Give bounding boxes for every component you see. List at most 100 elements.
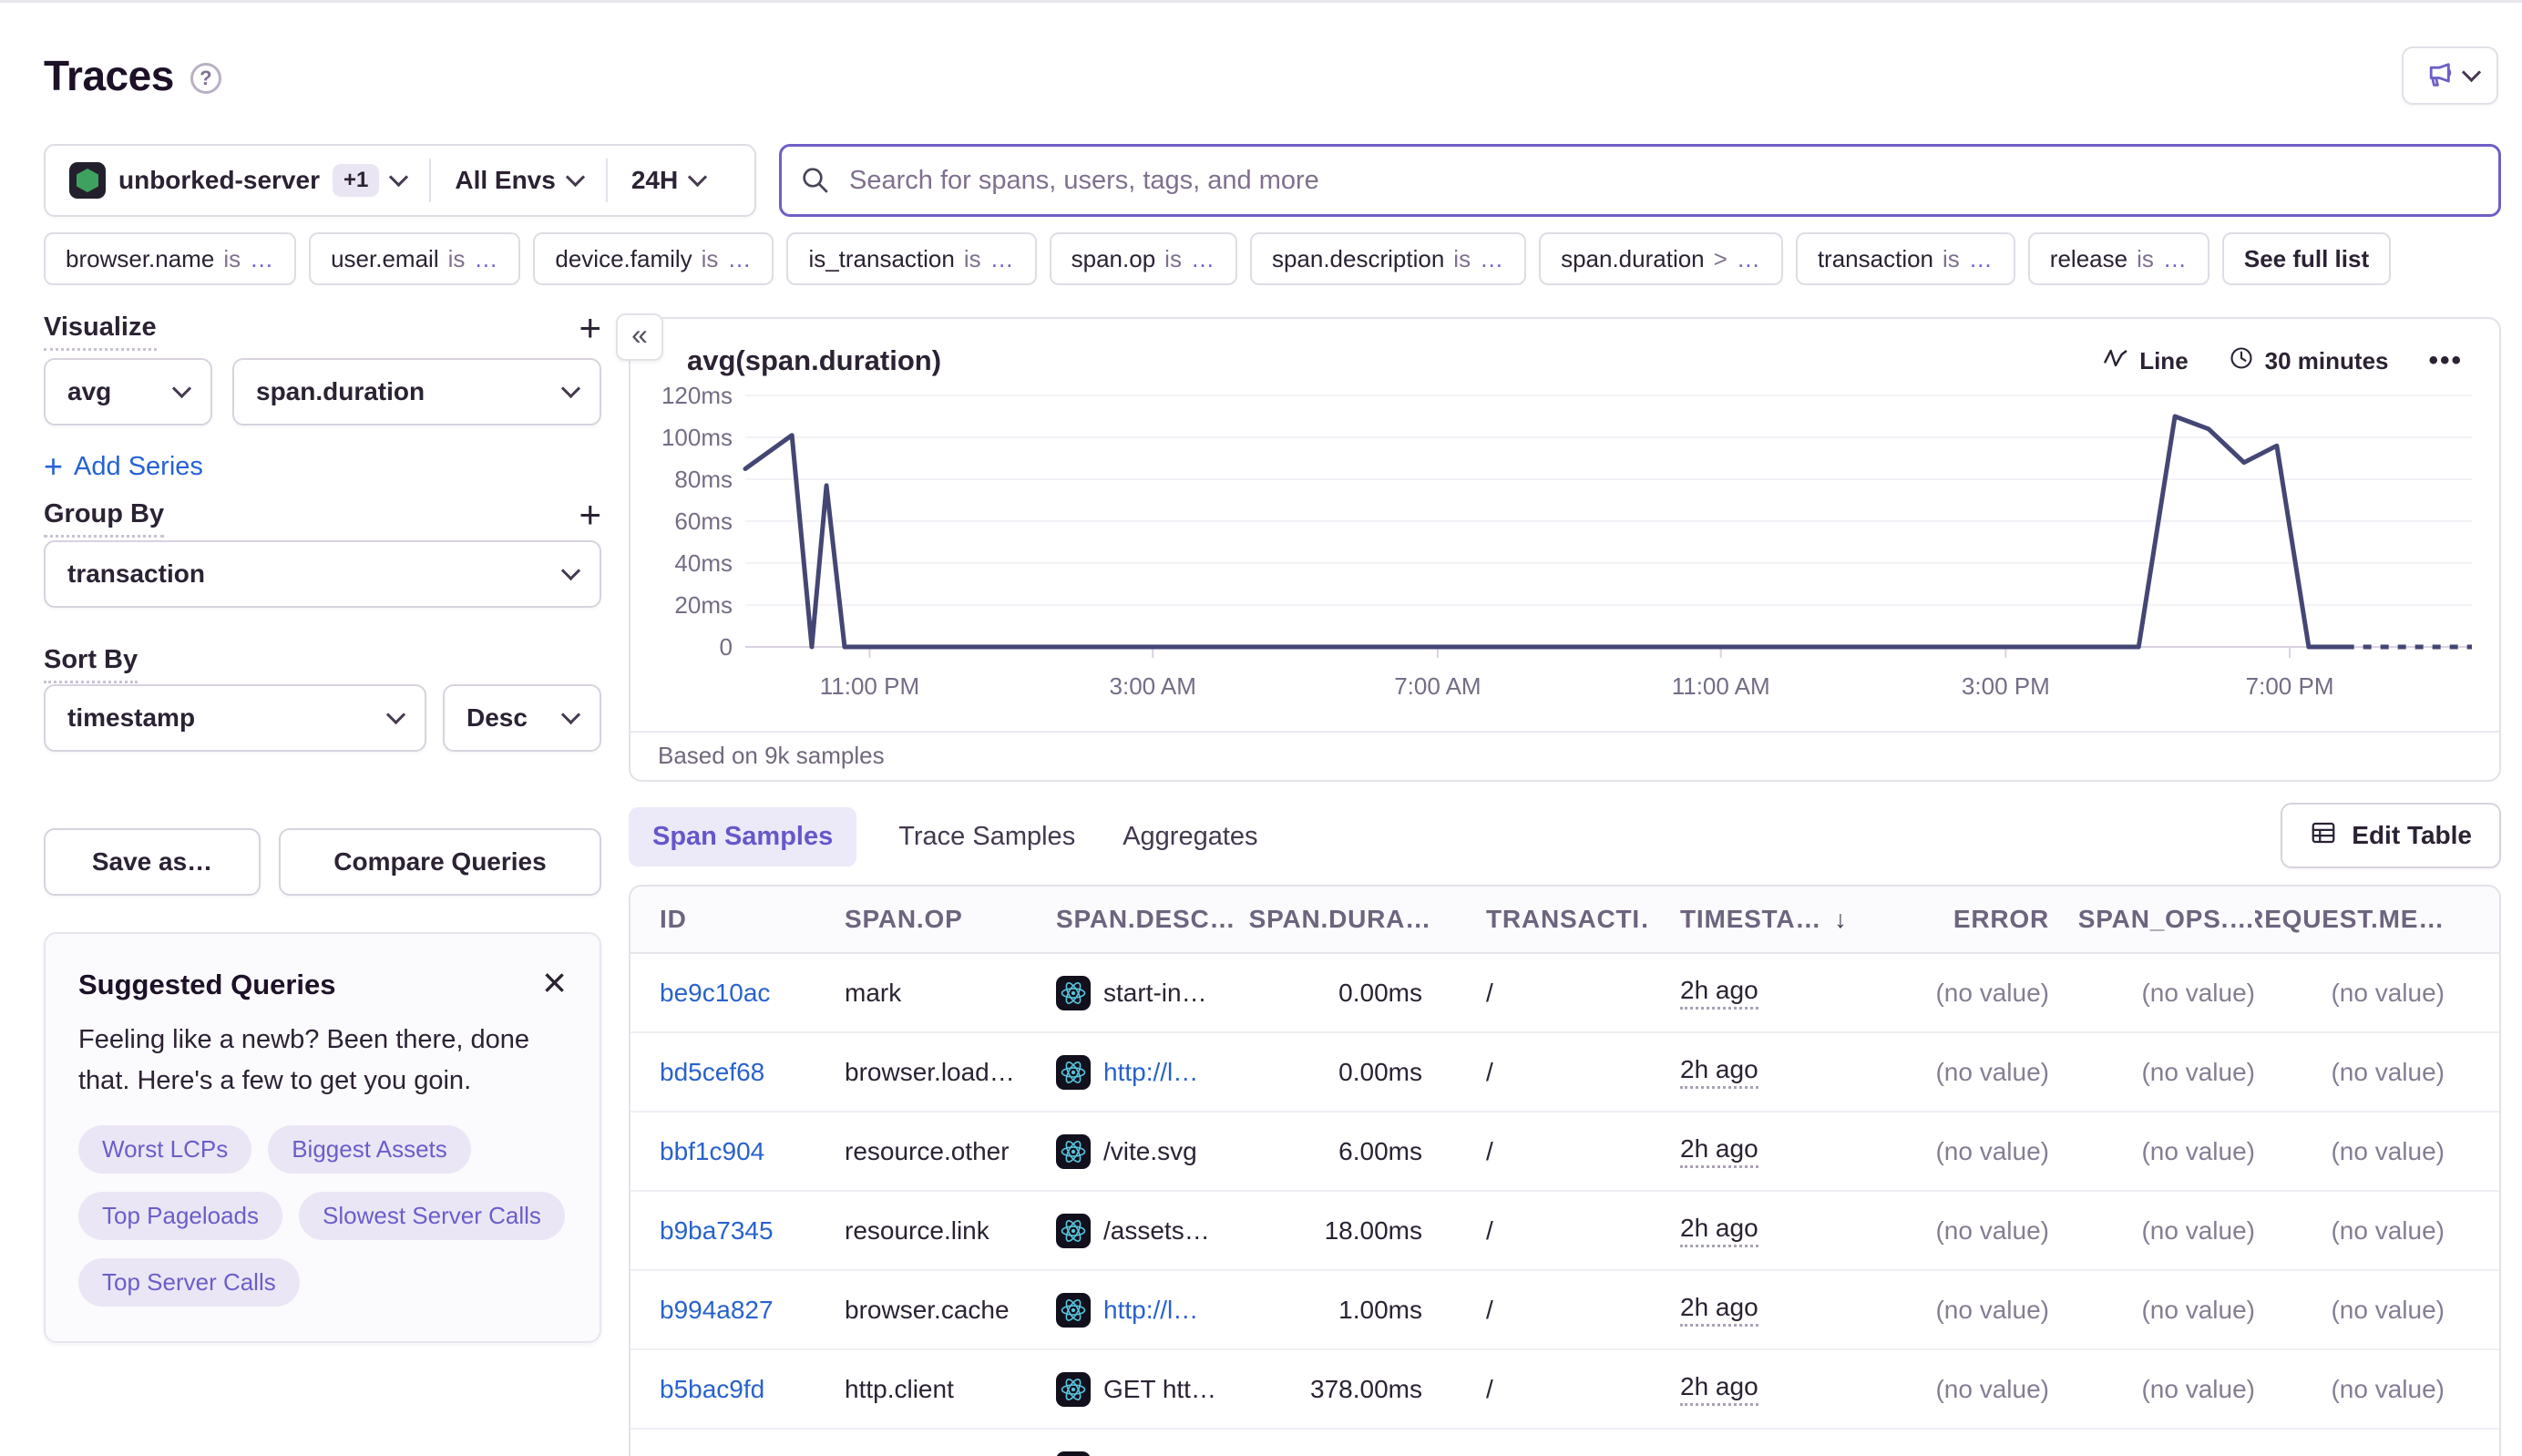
see-full-list-button[interactable]: See full list bbox=[2222, 232, 2391, 285]
span-samples-table: IDSPAN.OPSPAN.DESC…SPAN.DURA…TRANSACTI…T… bbox=[629, 885, 2501, 1456]
sort-direction-select[interactable]: Desc bbox=[443, 684, 601, 752]
edit-table-label: Edit Table bbox=[2352, 821, 2472, 850]
svg-text:3:00 AM: 3:00 AM bbox=[1109, 672, 1195, 700]
error-cell: (no value) bbox=[1869, 1375, 2049, 1404]
date-range-selector[interactable]: 24H bbox=[608, 146, 728, 215]
megaphone-icon bbox=[2423, 59, 2454, 93]
span-id-link[interactable]: bd5cef68 bbox=[660, 1058, 764, 1087]
span-description-link[interactable]: http://l… bbox=[1103, 1058, 1198, 1087]
svg-text:60ms: 60ms bbox=[674, 508, 733, 535]
collapse-sidebar-icon[interactable]: « bbox=[616, 313, 663, 361]
chevron-down-icon bbox=[561, 561, 580, 580]
chart-interval-selector[interactable]: 30 minutes bbox=[2229, 345, 2389, 377]
tab-span-samples[interactable]: Span Samples bbox=[629, 807, 856, 866]
column-header-span-op[interactable]: SPAN.OP bbox=[817, 905, 1029, 934]
chart-more-menu-icon[interactable]: ••• bbox=[2428, 345, 2463, 376]
error-cell: (no value) bbox=[1869, 1058, 2049, 1087]
filter-chip[interactable]: span.descriptionis… bbox=[1250, 232, 1526, 285]
svg-text:80ms: 80ms bbox=[674, 466, 733, 493]
transaction-cell: / bbox=[1431, 1296, 1648, 1325]
span-ops-cell: (no value) bbox=[2049, 1137, 2255, 1166]
filter-chip[interactable]: browser.nameis… bbox=[44, 232, 296, 285]
group-by-section-header: Group By + bbox=[44, 499, 601, 538]
react-platform-icon bbox=[1056, 1214, 1091, 1248]
span-op-cell: mark bbox=[817, 979, 1029, 1008]
aggregate-select[interactable]: avg bbox=[44, 358, 212, 426]
filter-chip[interactable]: is_transactionis… bbox=[786, 232, 1036, 285]
tab-aggregates[interactable]: Aggregates bbox=[1117, 807, 1263, 866]
filter-bar: unborked-server +1 All Envs 24H bbox=[44, 144, 2501, 217]
chart-type-selector[interactable]: Line bbox=[2103, 347, 2188, 375]
span-id-link[interactable]: b9ba7345 bbox=[660, 1216, 774, 1246]
request-method-cell: (no value) bbox=[2255, 1137, 2499, 1166]
column-header-id[interactable]: ID bbox=[630, 905, 817, 934]
span-id-link[interactable]: b5bac9fd bbox=[660, 1375, 764, 1404]
span-description-link[interactable]: http://l… bbox=[1103, 1296, 1198, 1325]
error-cell: (no value) bbox=[1869, 979, 2049, 1008]
column-header-timesta[interactable]: TIMESTA…↓ bbox=[1648, 905, 1869, 934]
span-duration-cell: 1.00ms bbox=[1249, 1296, 1431, 1325]
plus-icon: + bbox=[44, 447, 63, 486]
svg-text:100ms: 100ms bbox=[661, 424, 732, 451]
sort-by-section-header: Sort By bbox=[44, 645, 601, 683]
search-input[interactable] bbox=[779, 144, 2501, 217]
span-ops-cell: (no value) bbox=[2049, 1058, 2255, 1087]
timestamp-cell: 2h ago bbox=[1648, 976, 1869, 1010]
span-duration-cell: 0.00ms bbox=[1249, 979, 1431, 1008]
add-series-button[interactable]: + Add Series bbox=[44, 447, 203, 486]
help-icon[interactable]: ? bbox=[190, 63, 221, 94]
close-icon[interactable]: × bbox=[542, 969, 567, 996]
suggested-query-pill[interactable]: Biggest Assets bbox=[268, 1125, 471, 1174]
column-header-span-ops[interactable]: SPAN_OPS.… bbox=[2049, 905, 2255, 934]
span-description-cell: https://… bbox=[1029, 1451, 1249, 1456]
suggested-query-pill[interactable]: Worst LCPs bbox=[78, 1125, 251, 1174]
environment-label: All Envs bbox=[455, 166, 555, 195]
compare-queries-button[interactable]: Compare Queries bbox=[279, 828, 601, 896]
suggested-query-pill[interactable]: Top Pageloads bbox=[78, 1192, 282, 1240]
span-id-link[interactable]: bbf1c904 bbox=[660, 1137, 764, 1166]
project-selector[interactable]: unborked-server +1 bbox=[46, 146, 429, 215]
project-name: unborked-server bbox=[118, 166, 320, 195]
sort-field-select[interactable]: timestamp bbox=[44, 684, 426, 752]
filter-chip[interactable]: releaseis… bbox=[2028, 232, 2209, 285]
edit-table-button[interactable]: Edit Table bbox=[2281, 803, 2501, 868]
visualize-field-value: span.duration bbox=[256, 377, 425, 406]
environment-selector[interactable]: All Envs bbox=[431, 146, 605, 215]
span-description-cell: /vite.svg bbox=[1029, 1134, 1249, 1169]
table-row: b41bfb26resource.ifra…https://…276.00ms/… bbox=[630, 1430, 2499, 1456]
filter-chip[interactable]: span.opis… bbox=[1050, 232, 1237, 285]
column-header-transacti[interactable]: TRANSACTI… bbox=[1431, 905, 1648, 934]
column-header-request-me[interactable]: REQUEST.ME… bbox=[2255, 905, 2499, 934]
table-row: b5bac9fdhttp.clientGET htt…378.00ms/2h a… bbox=[630, 1350, 2499, 1430]
column-header-span-dura[interactable]: SPAN.DURA… bbox=[1249, 905, 1431, 934]
tab-trace-samples[interactable]: Trace Samples bbox=[893, 807, 1081, 866]
span-ops-cell: (no value) bbox=[2049, 1296, 2255, 1325]
add-group-by-button[interactable]: + bbox=[579, 499, 601, 530]
sort-direction-value: Desc bbox=[466, 703, 528, 733]
add-visualize-button[interactable]: + bbox=[579, 313, 601, 343]
span-id-link[interactable]: b994a827 bbox=[660, 1296, 774, 1325]
filter-chip[interactable]: device.familyis… bbox=[533, 232, 774, 285]
suggested-query-pill[interactable]: Top Server Calls bbox=[78, 1258, 300, 1307]
filter-chip[interactable]: transactionis… bbox=[1796, 232, 2015, 285]
save-as-button[interactable]: Save as… bbox=[44, 828, 261, 896]
request-method-cell: (no value) bbox=[2255, 1375, 2499, 1404]
visualize-field-select[interactable]: span.duration bbox=[232, 358, 601, 426]
suggested-query-pill[interactable]: Slowest Server Calls bbox=[299, 1192, 565, 1240]
span-op-cell: resource.link bbox=[817, 1216, 1029, 1246]
span-id-link[interactable]: be9c10ac bbox=[660, 979, 770, 1008]
group-by-select[interactable]: transaction bbox=[44, 540, 601, 608]
span-ops-cell: (no value) bbox=[2049, 1375, 2255, 1404]
error-cell: (no value) bbox=[1869, 1216, 2049, 1246]
filter-chip[interactable]: span.duration>… bbox=[1539, 232, 1783, 285]
timestamp-cell: 2h ago bbox=[1648, 1134, 1869, 1168]
whats-new-button[interactable] bbox=[2402, 46, 2498, 105]
add-series-label: Add Series bbox=[74, 452, 203, 482]
suggested-queries-card: Suggested Queries × Feeling like a newb?… bbox=[44, 932, 601, 1343]
filter-chip[interactable]: user.emailis… bbox=[309, 232, 520, 285]
svg-text:0: 0 bbox=[719, 633, 732, 661]
suggested-query-pills: Worst LCPs Biggest Assets Top Pageloads Slo… bbox=[78, 1125, 567, 1307]
column-header-error[interactable]: ERROR bbox=[1869, 905, 2049, 934]
column-header-span-desc[interactable]: SPAN.DESC… bbox=[1029, 905, 1249, 934]
svg-text:3:00 PM: 3:00 PM bbox=[1961, 672, 2049, 700]
